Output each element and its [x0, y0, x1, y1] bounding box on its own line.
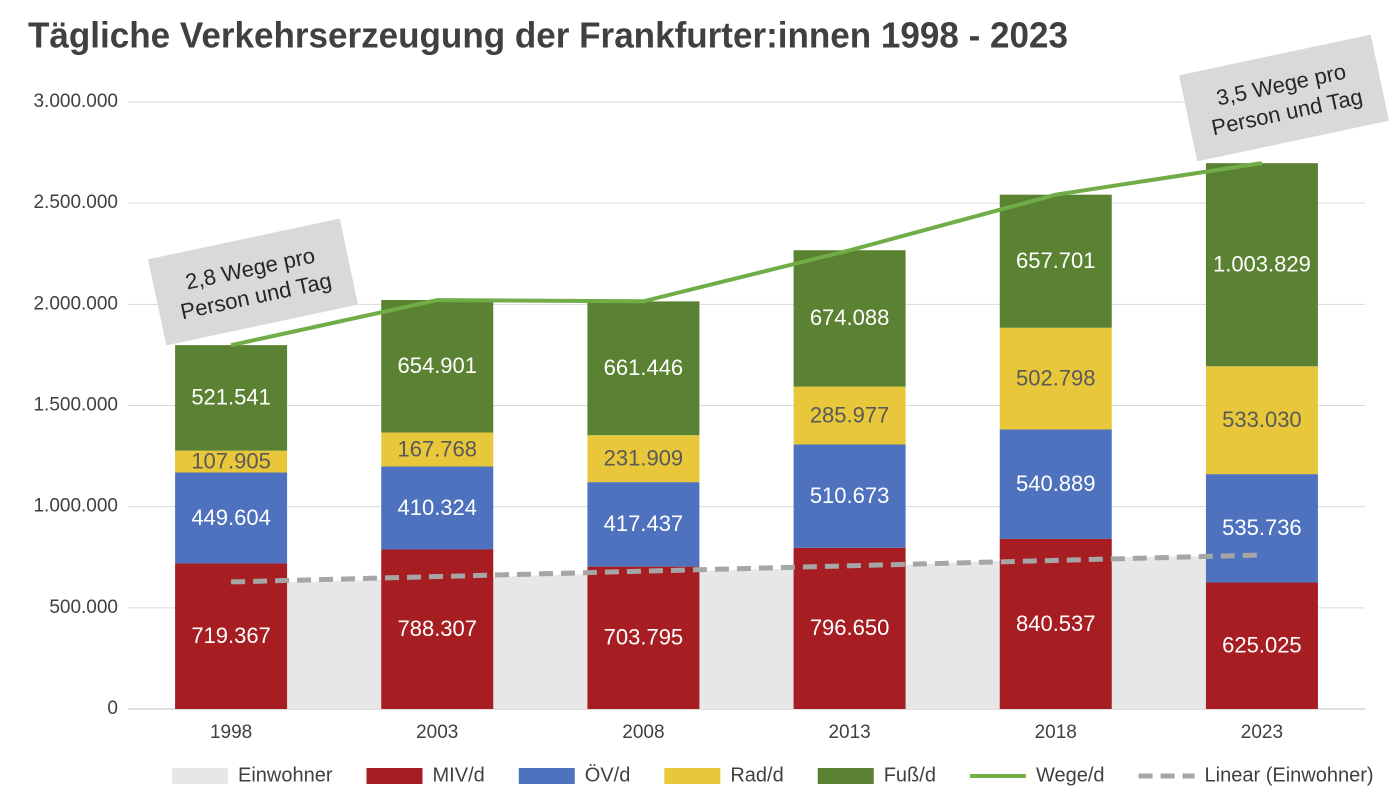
bar-segment — [175, 345, 288, 451]
legend-swatch — [817, 768, 874, 784]
bar-segment — [1205, 366, 1318, 475]
bar-segment — [1205, 163, 1318, 367]
bar-segment — [793, 444, 906, 548]
value-label: 540.889 — [1016, 471, 1096, 496]
x-tick-label: 1998 — [210, 722, 252, 743]
legend-item: MIV/d — [366, 764, 485, 786]
value-label: 521.541 — [191, 385, 271, 410]
value-label: 788.307 — [397, 616, 477, 641]
y-tick-label: 2.000.000 — [33, 293, 118, 314]
value-label: 231.909 — [604, 445, 684, 470]
legend-swatch — [366, 768, 423, 784]
value-label: 502.798 — [1016, 365, 1096, 390]
bar-segment — [175, 563, 288, 709]
value-label: 107.905 — [191, 448, 271, 473]
legend-item: Einwohner — [172, 764, 333, 786]
bar-segment — [587, 435, 700, 483]
legend-item: Fuß/d — [817, 764, 936, 786]
bar-segment — [999, 429, 1112, 539]
y-tick-label: 2.500.000 — [33, 192, 118, 213]
legend-item: ÖV/d — [518, 764, 631, 786]
value-label: 654.901 — [397, 353, 477, 378]
bar-segment — [793, 547, 906, 709]
x-tick-label: 2018 — [1035, 722, 1077, 743]
bar-segment — [999, 194, 1112, 328]
chart-title: Tägliche Verkehrserzeugung der Frankfurt… — [28, 15, 1068, 56]
bar-segment — [381, 466, 494, 550]
y-tick-label: 1.500.000 — [33, 395, 118, 416]
legend-item: Wege/d — [969, 764, 1105, 786]
legend-label: ÖV/d — [585, 764, 631, 786]
value-label: 510.673 — [810, 483, 890, 508]
bar-segment — [999, 538, 1112, 709]
y-tick-label: 3.000.000 — [33, 91, 118, 112]
line — [230, 161, 1263, 348]
x-tick-label: 2023 — [1241, 722, 1283, 743]
value-label: 657.701 — [1016, 248, 1096, 273]
legend-item: Linear (Einwohner) — [1138, 764, 1374, 786]
x-tick-label: 2003 — [416, 722, 458, 743]
bar-segment — [1205, 582, 1318, 709]
value-label: 167.768 — [397, 436, 477, 461]
bar-segment — [381, 300, 494, 433]
value-label: 796.650 — [810, 615, 890, 640]
legend-label: Einwohner — [238, 764, 333, 786]
value-label: 449.604 — [191, 505, 271, 530]
bar-segment — [381, 432, 494, 467]
y-tick-label: 0 — [107, 698, 118, 719]
bar-segment — [999, 327, 1112, 430]
legend-label: Fuß/d — [884, 764, 936, 786]
bar-segment — [175, 450, 288, 473]
value-label: 417.437 — [604, 511, 684, 536]
bar-segment — [587, 566, 700, 709]
label-layer: 0 500.000 1.000.000 1.500.000 2.000.000 2.500… — [33, 91, 1310, 743]
bar-segment — [587, 482, 700, 567]
legend-label: Linear (Einwohner) — [1205, 764, 1374, 786]
y-tick-label: 1.000.000 — [33, 496, 118, 517]
line-layer — [230, 161, 1263, 585]
annotation-box — [1178, 34, 1390, 162]
value-label: 840.537 — [1016, 611, 1096, 636]
y-tick-label: 500.000 — [49, 597, 118, 618]
value-label: 661.446 — [604, 355, 684, 380]
value-label: 410.324 — [397, 495, 477, 520]
value-label: 703.795 — [604, 625, 684, 650]
legend-item: Rad/d — [664, 764, 784, 786]
value-label: 535.736 — [1222, 515, 1302, 540]
legend-label: Wege/d — [1036, 764, 1105, 786]
annotation-box — [147, 218, 359, 346]
trend-line — [231, 552, 1262, 585]
x-tick-label: 2013 — [828, 722, 870, 743]
value-label: 285.977 — [810, 402, 890, 427]
value-label: 674.088 — [810, 305, 890, 330]
bar-segment — [1205, 474, 1318, 583]
legend-swatch — [172, 768, 228, 784]
bar-segment — [175, 472, 288, 564]
legend-label: MIV/d — [433, 764, 485, 786]
bar-segment — [587, 301, 700, 436]
value-label: 1.003.829 — [1213, 252, 1311, 277]
legend-label: Rad/d — [730, 764, 783, 786]
bar-segment — [793, 386, 906, 445]
value-label: 719.367 — [191, 623, 271, 648]
value-label: 625.025 — [1222, 633, 1302, 658]
value-label: 533.030 — [1222, 407, 1302, 432]
legend-swatch — [664, 768, 721, 784]
legend-swatch — [518, 768, 575, 784]
x-tick-label: 2008 — [622, 722, 664, 743]
bar-segment — [793, 250, 906, 387]
